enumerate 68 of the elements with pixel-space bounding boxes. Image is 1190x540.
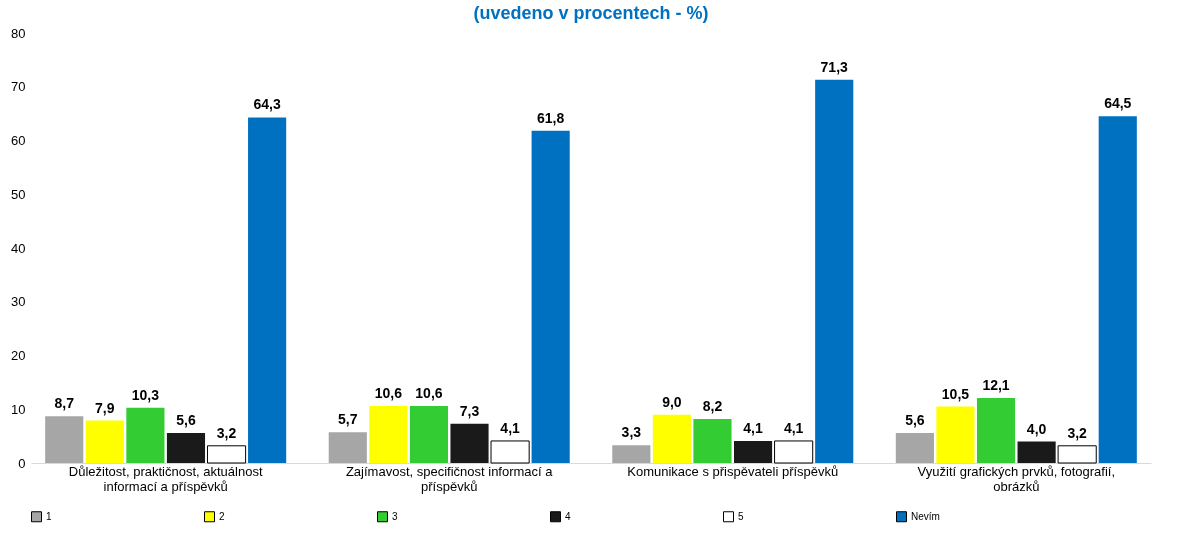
- bar: [450, 423, 489, 463]
- bar: [248, 117, 287, 463]
- data-label: 10,6: [415, 385, 443, 402]
- data-label: 3,2: [1067, 424, 1088, 441]
- data-label: 5,6: [905, 411, 925, 428]
- legend-label: 2: [219, 510, 225, 522]
- bar: [206, 445, 247, 464]
- chart-title: (uvedeno v procentech - %): [473, 3, 709, 23]
- x-tick-label: Komunikace s přispěvateli příspěvků: [627, 463, 839, 479]
- bar: [895, 432, 934, 463]
- data-label: 64,5: [1104, 95, 1132, 112]
- data-label: 4,1: [783, 419, 804, 436]
- bar: [369, 406, 408, 463]
- bar: [85, 420, 124, 463]
- legend-label: 5: [738, 510, 744, 522]
- data-label: 10,6: [374, 385, 403, 402]
- data-label: 4,1: [500, 419, 521, 436]
- y-tick-label: 30: [11, 294, 26, 310]
- bar: [409, 406, 449, 463]
- bar: [936, 406, 975, 463]
- legend-label: 3: [392, 510, 398, 522]
- bar: [652, 414, 691, 463]
- bar: [126, 407, 165, 463]
- data-label: 10,3: [131, 386, 160, 403]
- legend-label: 1: [46, 510, 52, 522]
- bar: [1057, 445, 1097, 464]
- data-label: 3,2: [216, 424, 237, 441]
- data-label: 8,2: [702, 397, 723, 414]
- bar: [733, 440, 773, 463]
- data-label: 10,5: [941, 385, 970, 402]
- bar: [815, 79, 854, 463]
- bar: [45, 416, 84, 463]
- y-tick-label: 10: [11, 401, 26, 417]
- data-label: 12,1: [982, 376, 1010, 393]
- y-tick-label: 60: [11, 133, 26, 148]
- x-tick-label: Využití grafických prvků, fotografií, obrázků: [917, 463, 1116, 494]
- bar: [612, 445, 651, 463]
- data-label: 7,3: [459, 402, 480, 419]
- y-tick-label: 80: [11, 25, 26, 41]
- bar: [1017, 441, 1056, 463]
- y-tick-label: 40: [11, 240, 26, 256]
- bar: [490, 440, 530, 464]
- data-label: 5,6: [176, 411, 196, 428]
- x-tick-label: Důležitost, praktičnost, aktuálnost informací a příspěvků: [68, 463, 263, 494]
- data-label: 3,3: [621, 424, 642, 441]
- legend-label: Nevím: [911, 510, 940, 522]
- data-label: 5,7: [338, 411, 358, 428]
- bar: [1098, 116, 1137, 463]
- legend-label: 4: [565, 510, 571, 522]
- data-label: 64,3: [253, 96, 281, 113]
- data-label: 9,0: [662, 393, 682, 410]
- bar: [166, 432, 206, 463]
- bar: [531, 130, 570, 463]
- bar: [328, 432, 367, 463]
- y-tick-label: 70: [11, 79, 26, 95]
- data-label: 61,8: [537, 109, 565, 126]
- bar: [693, 418, 732, 463]
- bar: [774, 440, 814, 464]
- x-tick-label: Zajímavost, specifičnost informací a příspěvků: [345, 463, 554, 494]
- data-label: 7,9: [95, 399, 115, 416]
- y-tick-label: 0: [18, 455, 26, 471]
- y-tick-label: 50: [11, 186, 26, 202]
- data-label: 4,0: [1026, 420, 1047, 437]
- data-label: 71,3: [820, 58, 849, 75]
- data-label: 8,7: [54, 395, 75, 412]
- data-label: 4,1: [743, 419, 763, 436]
- y-tick-label: 20: [11, 348, 26, 363]
- bar: [976, 397, 1016, 463]
